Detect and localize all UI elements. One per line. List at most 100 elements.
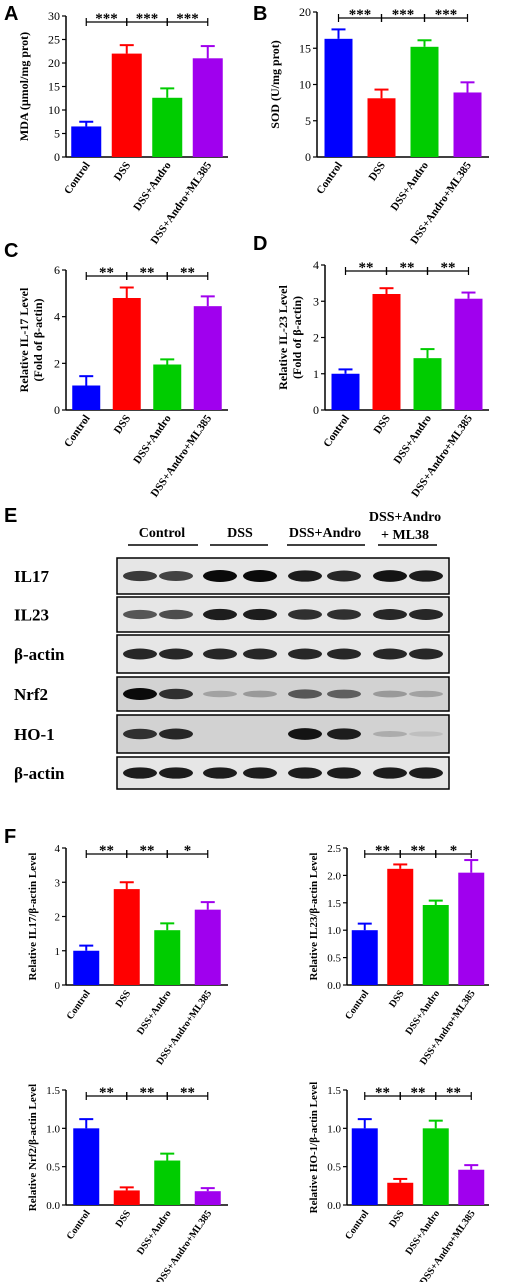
- blot-band: [288, 767, 322, 779]
- chart-d: 0 1 2 3 4 Relative IL-23 Level (Fold of β-acti…: [276, 258, 489, 499]
- y-tick-label: 2: [55, 912, 61, 924]
- blot-row-label: IL17: [14, 567, 49, 586]
- x-tick-label: Control: [314, 160, 345, 197]
- blot-band: [243, 690, 277, 698]
- panel-label-b: B: [253, 3, 267, 25]
- bar-3: [154, 1160, 181, 1205]
- y-tick-label: 20: [299, 5, 311, 19]
- y-axis-label: Relative IL-17 Level: [17, 287, 31, 392]
- blot-group-label: + ML38: [381, 528, 429, 543]
- bar-3: [422, 904, 449, 985]
- y-tick-label: 2.0: [327, 870, 341, 882]
- y-tick-label: 20: [48, 56, 60, 70]
- y-tick-label: 0.0: [327, 980, 341, 992]
- blot-band: [243, 608, 277, 621]
- panel-label-c: C: [4, 240, 18, 262]
- bar-1: [73, 1128, 100, 1205]
- blot-band: [327, 570, 361, 582]
- x-tick-label: DSS+Andro: [392, 412, 435, 466]
- y-tick-label: 2: [54, 356, 60, 370]
- blot-band: [409, 570, 443, 582]
- western-blot: Control DSS DSS+Andro DSS+Andro + ML38 IL17 IL…: [14, 510, 450, 790]
- blot-row: HO-1: [14, 714, 450, 754]
- bar-4: [454, 298, 483, 410]
- y-axis-label: SOD (U/mg prot): [268, 40, 282, 128]
- blot-band: [327, 728, 361, 740]
- panel-label-e: E: [4, 505, 17, 527]
- x-tick-label: DSS+Andro: [404, 1208, 443, 1257]
- blot-band: [123, 728, 157, 740]
- blot-band: [409, 648, 443, 660]
- y-tick-label: 10: [48, 103, 60, 117]
- x-tick-label: DSS: [367, 160, 388, 183]
- y-axis-label: Relative HO-1/β-actin Level: [308, 1082, 320, 1214]
- chart-c: 0 2 4 6 Relative IL-17 Level (Fold of β-actin…: [17, 263, 228, 499]
- blot-row: IL23: [14, 596, 450, 633]
- y-axis-label-2: (Fold of β-actin): [290, 296, 304, 379]
- significance-label: ***: [176, 11, 199, 27]
- y-tick-label: 15: [48, 80, 60, 94]
- bar-4: [458, 1169, 485, 1205]
- x-tick-label: DSS+Andro: [131, 412, 174, 466]
- bar-2: [113, 1190, 140, 1205]
- panel-label-a: A: [4, 3, 18, 25]
- y-tick-label: 5: [54, 127, 60, 141]
- blot-band: [159, 688, 193, 700]
- blot-band: [409, 690, 443, 698]
- blot-band: [409, 609, 443, 620]
- blot-row: β-actin: [14, 634, 450, 674]
- bar-1: [72, 385, 101, 410]
- bar-4: [192, 58, 223, 157]
- blot-band: [288, 570, 322, 582]
- blot-band: [243, 767, 277, 779]
- y-tick-label: 1: [313, 367, 319, 381]
- y-tick-label: 15: [299, 41, 311, 55]
- x-tick-label: DSS+Andro: [404, 988, 443, 1037]
- y-tick-label: 30: [48, 9, 60, 23]
- y-tick-label: 0: [54, 150, 60, 164]
- blot-band: [203, 690, 237, 698]
- blot-band: [288, 728, 322, 740]
- blot-group-label: Control: [139, 526, 186, 541]
- bar-4: [194, 909, 221, 985]
- blot-band: [203, 648, 237, 660]
- y-tick-label: 0: [54, 403, 60, 417]
- significance-label: **: [411, 843, 426, 859]
- panel-label-f: F: [4, 826, 16, 848]
- blot-band: [288, 648, 322, 660]
- bar-2: [372, 294, 401, 410]
- blot-group-label: DSS: [227, 526, 253, 541]
- bar-1: [331, 373, 360, 410]
- bar-3: [152, 97, 183, 157]
- bar-3: [154, 930, 181, 985]
- significance-label: ***: [392, 7, 415, 23]
- blot-band: [203, 608, 237, 621]
- x-tick-label: DSS: [112, 413, 133, 436]
- bar-2: [387, 868, 414, 985]
- blot-band: [373, 690, 407, 698]
- x-tick-label: Control: [62, 413, 93, 450]
- significance-label: **: [411, 1085, 426, 1101]
- y-axis-label: MDA (μmol/mg prot): [17, 32, 31, 141]
- chart-f4: 0.0 0.5 1.0 1.5 Relative HO-1/β-actin Level C…: [308, 1082, 489, 1282]
- significance-label: ***: [349, 7, 372, 23]
- blot-band: [409, 767, 443, 779]
- x-tick-label: DSS: [114, 1208, 134, 1230]
- x-tick-label: DSS+Andro: [135, 1208, 174, 1257]
- blot-band: [327, 648, 361, 660]
- y-tick-label: 3: [313, 294, 319, 308]
- y-tick-label: 0: [313, 403, 319, 417]
- y-tick-label: 0.5: [327, 953, 341, 965]
- bar-3: [410, 46, 439, 157]
- significance-label: **: [99, 265, 114, 281]
- y-tick-label: 25: [48, 33, 60, 47]
- significance-label: **: [140, 1085, 155, 1101]
- y-axis-label: Relative Nrf2/β-actin Level: [27, 1084, 39, 1211]
- significance-label: **: [359, 260, 374, 276]
- significance-label: **: [446, 1085, 461, 1101]
- blot-row: β-actin: [14, 756, 450, 790]
- panel-label-d: D: [253, 233, 267, 255]
- significance-label: **: [441, 260, 456, 276]
- y-tick-label: 3: [55, 877, 61, 889]
